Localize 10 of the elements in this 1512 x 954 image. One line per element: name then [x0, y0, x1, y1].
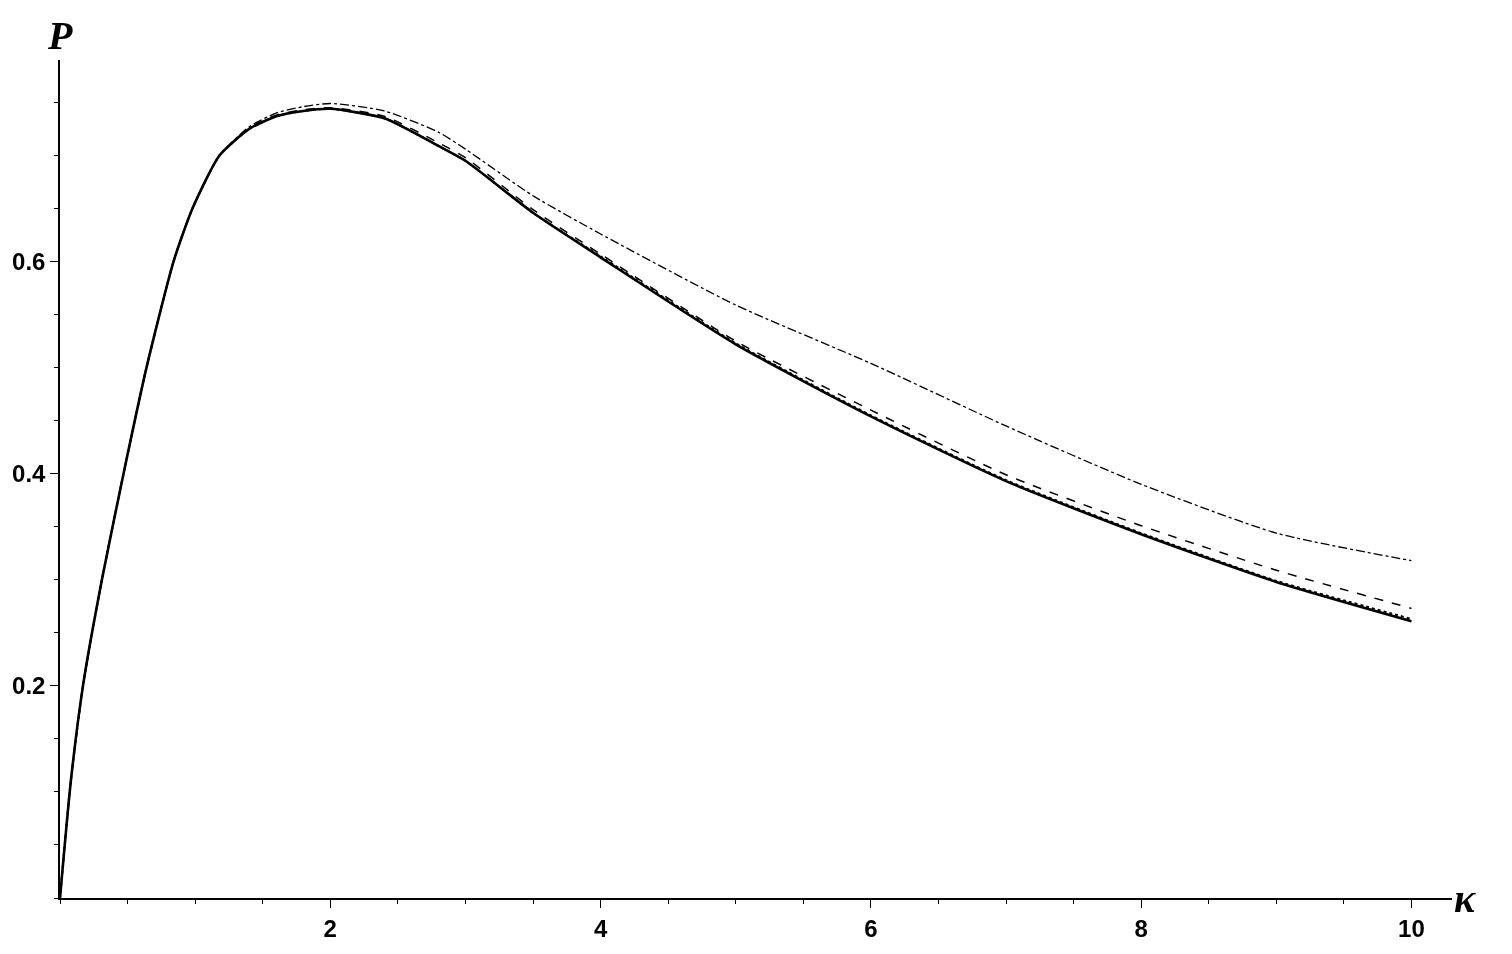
- y-axis-title: P: [47, 13, 73, 58]
- y-tick-label: 0.6: [12, 247, 46, 275]
- x-axis-title: κ: [1454, 876, 1476, 921]
- y-tick-label: 0.2: [12, 672, 46, 700]
- x-tick-label: 2: [323, 914, 337, 942]
- x-tick-label: 4: [593, 914, 608, 942]
- x-tick-label: 8: [1134, 914, 1148, 942]
- x-tick-label: 10: [1398, 914, 1425, 942]
- x-tick-label: 6: [864, 914, 878, 942]
- y-tick-label: 0.4: [12, 460, 47, 488]
